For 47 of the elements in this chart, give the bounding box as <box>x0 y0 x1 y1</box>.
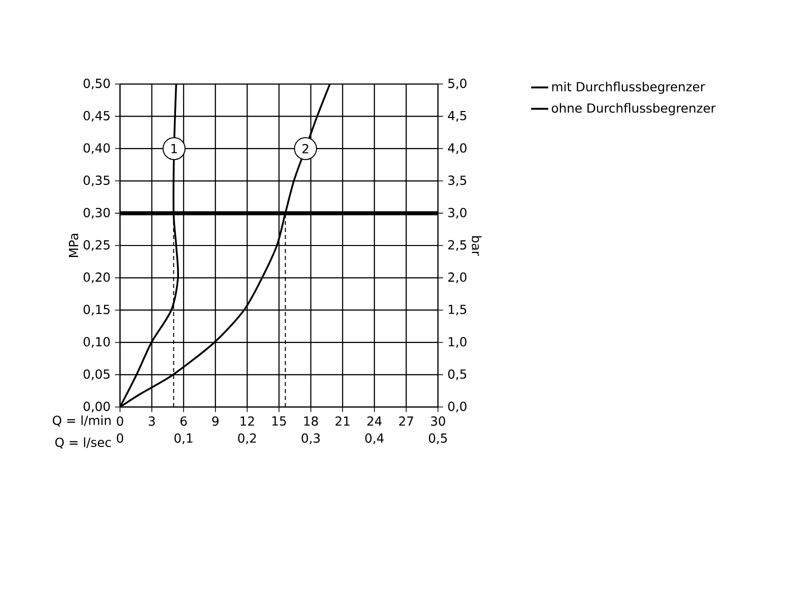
y2-tick-label: 5,0 <box>448 78 466 90</box>
y2-tick-label: 4,5 <box>448 111 466 122</box>
y2-tick-label: 2,0 <box>448 272 466 284</box>
x-tick-label: 18 <box>304 416 318 426</box>
x-tick-label: 21 <box>336 416 350 426</box>
y-tick-label: 0,50 <box>84 78 110 90</box>
y-tick-label: 0,45 <box>84 110 110 122</box>
y2-tick-label: 1,0 <box>448 337 466 348</box>
y2-tick-label: 2,5 <box>448 240 466 251</box>
y2-tick-label: 3,5 <box>448 176 466 186</box>
y-tick-label: 0,15 <box>84 304 110 316</box>
x-tick-label: 9 <box>212 416 218 426</box>
x-tick-label: 30 <box>431 416 446 426</box>
y2-axis-title: bar <box>472 236 482 256</box>
x-tick-label: 15 <box>272 416 286 426</box>
y-tick-label: 0,25 <box>84 240 110 251</box>
x-tick-label: 3 <box>148 416 155 426</box>
legend-label: mit Durchflussbegrenzer <box>552 82 706 94</box>
x-tick-label: 6 <box>180 416 187 426</box>
y-tick-label: 0,30 <box>84 208 110 219</box>
y-tick-label: 0,35 <box>84 176 110 186</box>
y-tick-label: 0,05 <box>84 369 110 380</box>
y-tick-label: 0,20 <box>84 272 110 284</box>
y-tick-label: 0,10 <box>84 337 110 348</box>
x-tick-label: 24 <box>367 416 382 426</box>
y2-tick-label: 0,5 <box>448 369 466 380</box>
x-tick-label: 27 <box>399 416 414 426</box>
x-axis-title: Q = l/min <box>52 415 111 426</box>
y-tick-label: 0,40 <box>84 143 110 154</box>
x-tick-label: 12 <box>240 416 254 426</box>
legend-label: ohne Durchflussbegrenzer <box>552 103 716 116</box>
x2-tick-label: 0 <box>116 433 124 443</box>
x2-tick-label: 0,4 <box>365 433 384 444</box>
x-tick-label: 0 <box>116 416 124 426</box>
y-axis-title: MPa <box>68 234 78 257</box>
x2-tick-label: 0,5 <box>428 433 447 444</box>
y2-tick-label: 0,0 <box>448 402 466 412</box>
x2-tick-label: 0,2 <box>238 433 256 444</box>
annotation: 1 <box>171 144 177 154</box>
y2-tick-label: 4,0 <box>448 143 466 154</box>
y-tick-label: 0,00 <box>84 402 110 412</box>
x2-axis-title: Q = l/sec <box>55 437 111 448</box>
y2-tick-label: 1,5 <box>448 304 466 316</box>
annotation: 2 <box>302 144 308 154</box>
x2-tick-label: 0,3 <box>302 433 320 444</box>
x2-tick-label: 0,1 <box>174 433 192 444</box>
y2-tick-label: 3,0 <box>448 208 466 219</box>
